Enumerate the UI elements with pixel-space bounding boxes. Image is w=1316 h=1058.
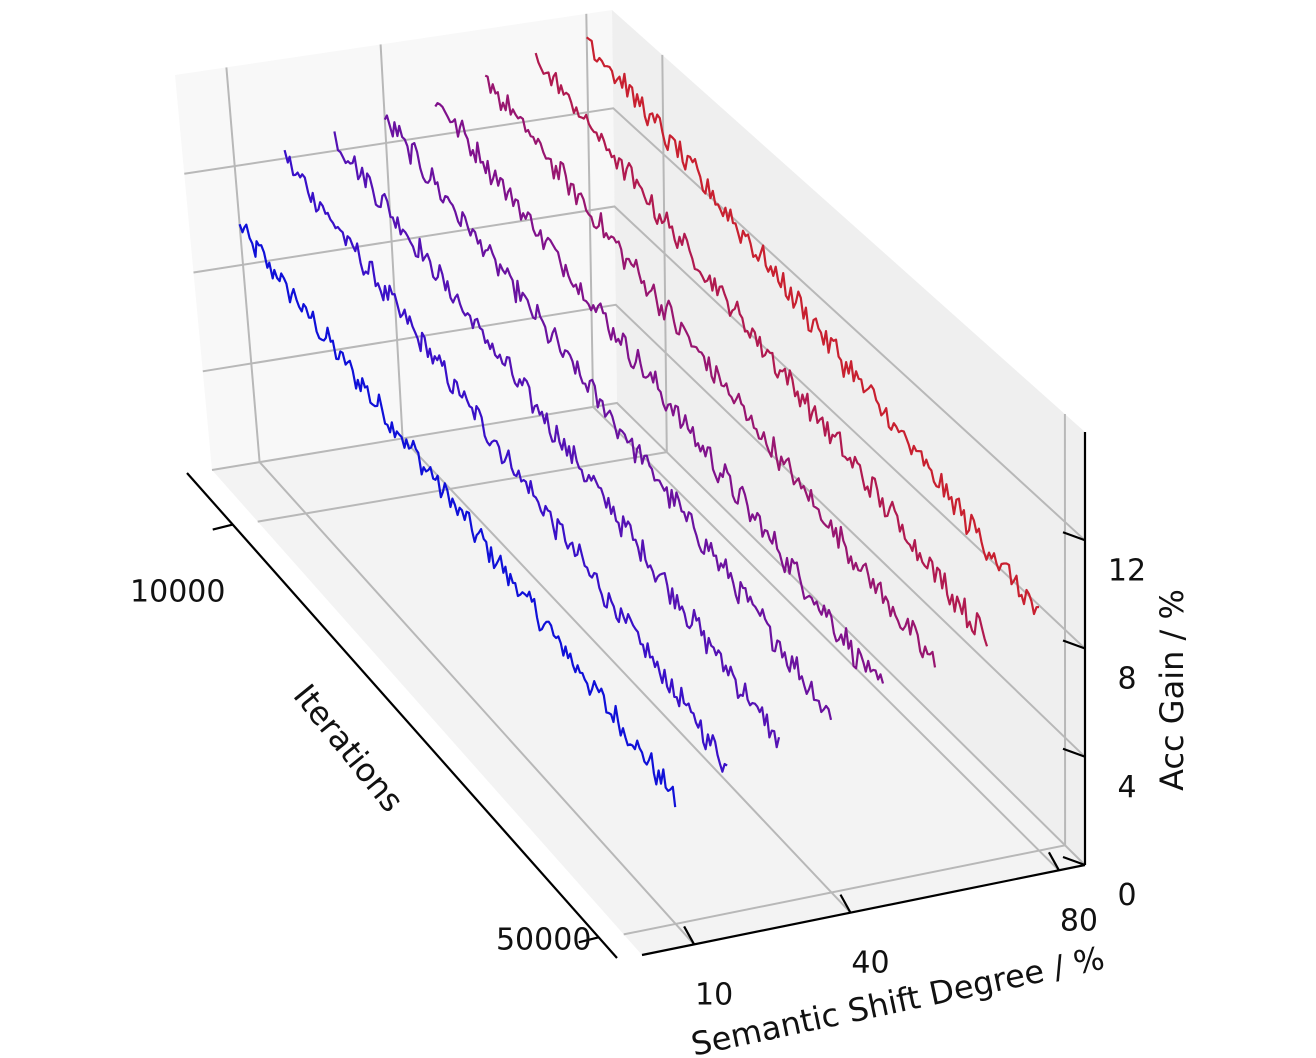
z-axis-label: Acc Gain / % — [1153, 589, 1191, 791]
y-tick-label: 80 — [1060, 903, 1098, 938]
series-line-50 — [434, 101, 885, 684]
series-line-40 — [383, 114, 833, 721]
chart-axes: 10000 50000 10 40 80 0 4 8 12 — [130, 432, 1146, 1012]
x-tick — [578, 936, 599, 944]
chart-panes — [175, 10, 1085, 955]
z-tick-label: 4 — [1117, 770, 1136, 805]
grid-line-z — [193, 205, 1086, 650]
grid-line-z — [202, 303, 1086, 758]
series-line-30 — [333, 131, 781, 749]
series-line-80 — [586, 36, 1040, 616]
z-tick-label: 8 — [1117, 662, 1136, 697]
z-tick — [1062, 747, 1086, 758]
x-axis-label: Iterations — [286, 677, 411, 819]
y-tick-label: 40 — [851, 946, 889, 981]
series-line-20 — [283, 149, 728, 773]
z-tick-label: 0 — [1117, 878, 1136, 913]
x-axis-line — [186, 472, 618, 959]
x-tick-label: 50000 — [496, 922, 591, 957]
series-line-10 — [238, 223, 677, 808]
floor-pane — [212, 403, 1085, 955]
y-axis-label: Semantic Shift Degree / % — [688, 939, 1108, 1058]
x-tick-label: 10000 — [130, 575, 225, 610]
z-tick-label: 12 — [1108, 553, 1146, 588]
series-line-70 — [534, 52, 989, 647]
y-tick — [1047, 851, 1060, 871]
x-tick — [212, 523, 234, 531]
chart-series — [238, 36, 1040, 808]
y-tick-label: 10 — [695, 977, 733, 1012]
side-wall-pane — [612, 10, 1085, 865]
y-tick — [839, 894, 852, 914]
grid-line-z — [184, 107, 1086, 542]
z-tick — [1062, 531, 1086, 542]
grid-line-z — [211, 401, 1086, 866]
series-line-60 — [484, 74, 937, 668]
y-axis-line — [641, 863, 1086, 957]
z-tick — [1062, 855, 1086, 867]
chart-grid — [184, 13, 1086, 946]
z-tick — [1062, 639, 1086, 650]
y-tick — [683, 925, 696, 945]
